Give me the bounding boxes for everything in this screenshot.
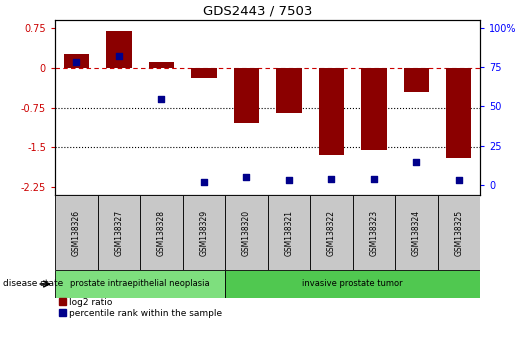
Bar	[182, 195, 225, 270]
Bar	[106, 30, 131, 68]
Bar	[225, 195, 267, 270]
Bar	[225, 270, 480, 298]
Text: invasive prostate tumor: invasive prostate tumor	[302, 280, 403, 289]
Text: GSM138322: GSM138322	[327, 210, 336, 256]
Text: GSM138324: GSM138324	[412, 210, 421, 256]
Point	[157, 96, 165, 102]
Bar	[438, 195, 480, 270]
Bar	[267, 195, 310, 270]
Point	[370, 176, 378, 182]
Bar	[140, 195, 182, 270]
Bar	[63, 55, 89, 68]
Point	[115, 53, 123, 59]
Bar	[446, 68, 472, 158]
Bar	[403, 68, 429, 92]
Bar	[310, 195, 352, 270]
Bar	[55, 270, 225, 298]
Text: GSM138329: GSM138329	[199, 210, 208, 256]
Text: disease state: disease state	[3, 280, 63, 289]
Legend: log2 ratio, percentile rank within the sample: log2 ratio, percentile rank within the s…	[55, 295, 226, 321]
Text: GSM138327: GSM138327	[114, 210, 123, 256]
Text: GSM138320: GSM138320	[242, 210, 251, 256]
Bar	[233, 68, 259, 124]
Bar	[55, 195, 97, 270]
Bar	[191, 68, 216, 78]
Text: GDS2443 / 7503: GDS2443 / 7503	[203, 5, 312, 18]
Point	[200, 179, 208, 185]
Bar	[276, 68, 301, 113]
Bar	[318, 68, 344, 155]
Point	[242, 175, 250, 180]
Text: prostate intraepithelial neoplasia: prostate intraepithelial neoplasia	[70, 280, 210, 289]
Point	[455, 178, 463, 183]
Text: GSM138325: GSM138325	[454, 210, 464, 256]
Point	[412, 159, 420, 164]
Point	[327, 176, 335, 182]
Bar	[361, 68, 386, 150]
Bar	[148, 62, 174, 68]
Point	[72, 59, 80, 65]
Bar	[352, 195, 395, 270]
Text: GSM138328: GSM138328	[157, 210, 166, 256]
Text: GSM138326: GSM138326	[72, 210, 81, 256]
Text: GSM138323: GSM138323	[369, 210, 378, 256]
Bar	[97, 195, 140, 270]
Text: GSM138321: GSM138321	[284, 210, 293, 256]
Bar	[395, 195, 438, 270]
Point	[285, 178, 293, 183]
